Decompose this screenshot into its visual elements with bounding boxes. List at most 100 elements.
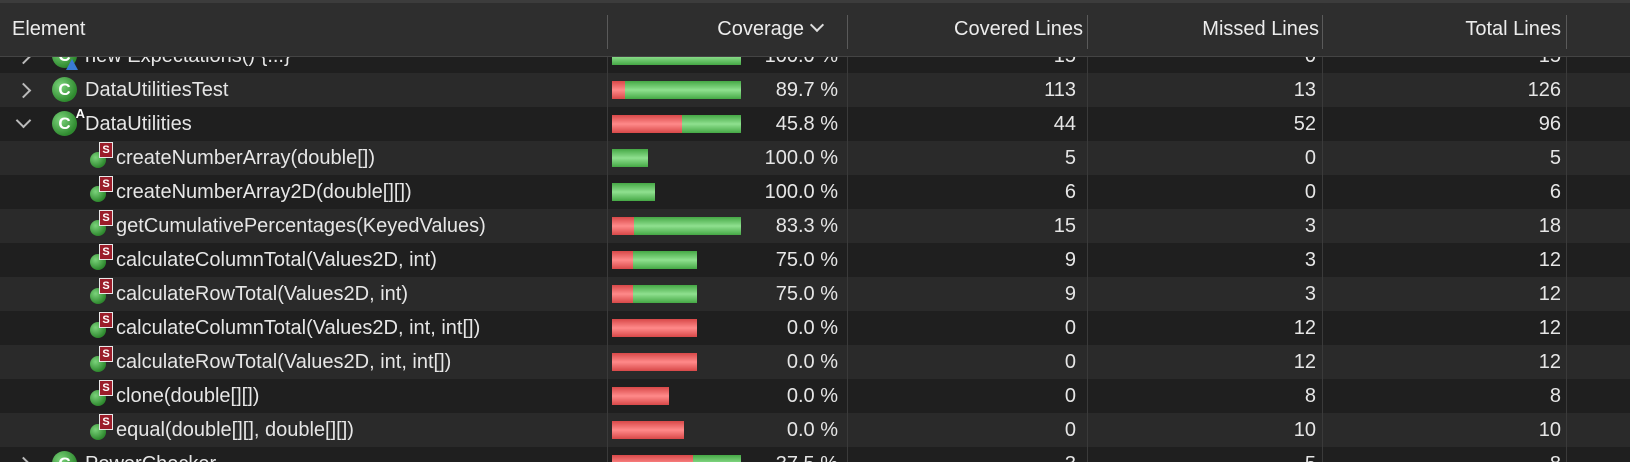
coverage-percent: 0.0 % bbox=[786, 351, 838, 373]
expand-chevron-icon[interactable] bbox=[15, 57, 32, 65]
column-resize-handle[interactable] bbox=[1087, 15, 1088, 49]
total-lines-value: 96 bbox=[1538, 113, 1561, 135]
static-badge-icon: S bbox=[99, 244, 113, 260]
column-divider bbox=[1087, 175, 1088, 209]
column-divider bbox=[1087, 379, 1088, 413]
table-row[interactable]: C PowerChecker 37.5 % 358 bbox=[0, 447, 1630, 462]
expand-chevron-icon[interactable] bbox=[15, 456, 32, 462]
total-lines-value: 12 bbox=[1538, 317, 1561, 339]
total-lines-value: 10 bbox=[1538, 419, 1561, 441]
column-header-total-lines[interactable]: Total Lines bbox=[1325, 3, 1561, 56]
collapse-chevron-icon[interactable] bbox=[15, 112, 32, 129]
anonymous-badge-icon bbox=[66, 59, 78, 70]
column-divider bbox=[1566, 209, 1567, 243]
element-name: PowerChecker bbox=[85, 447, 216, 462]
table-row[interactable]: Cnew Expectations() {...} 100.0 % 15 0 15 bbox=[0, 57, 1630, 73]
expand-chevron-icon[interactable] bbox=[15, 82, 32, 99]
public-method-icon: S bbox=[90, 176, 113, 202]
public-method-icon: S bbox=[90, 312, 113, 338]
column-divider bbox=[607, 107, 608, 141]
element-name: equal(double[][], double[][]) bbox=[116, 419, 354, 441]
element-name: DataUtilities bbox=[85, 113, 192, 135]
column-divider bbox=[607, 243, 608, 277]
table-row[interactable]: C A DataUtilities 45.8 % 44 52 96 bbox=[0, 107, 1630, 141]
column-divider bbox=[607, 73, 608, 107]
column-header-element-label: Element bbox=[12, 18, 86, 40]
coverage-bar-covered bbox=[612, 149, 648, 167]
coverage-percent: 75.0 % bbox=[775, 249, 838, 271]
column-header-missed-label: Missed Lines bbox=[1202, 18, 1319, 40]
element-name: DataUtilitiesTest bbox=[85, 79, 229, 101]
covered-lines-value: 9 bbox=[1064, 249, 1076, 271]
column-resize-handle[interactable] bbox=[847, 15, 848, 49]
class-icon: C bbox=[52, 451, 77, 462]
column-divider bbox=[1566, 73, 1567, 107]
coverage-bar bbox=[612, 421, 684, 439]
coverage-bar-covered bbox=[612, 57, 741, 65]
column-header-missed-lines[interactable]: Missed Lines bbox=[1090, 3, 1319, 56]
sort-descending-icon bbox=[809, 17, 825, 33]
column-divider bbox=[1087, 209, 1088, 243]
column-divider bbox=[607, 447, 608, 462]
column-resize-handle[interactable] bbox=[607, 15, 608, 49]
element-name: calculateColumnTotal(Values2D, int) bbox=[116, 249, 437, 271]
column-header-covered-lines[interactable]: Covered Lines bbox=[850, 3, 1083, 56]
coverage-bar bbox=[612, 455, 741, 462]
public-method-icon: S bbox=[90, 278, 113, 304]
element-name: createNumberArray2D(double[][]) bbox=[116, 181, 412, 203]
coverage-table-header: Element Coverage Covered Lines Missed Li… bbox=[0, 3, 1630, 57]
column-divider bbox=[1322, 57, 1323, 73]
column-divider bbox=[607, 345, 608, 379]
table-row[interactable]: C DataUtilitiesTest 89.7 % 113 13 126 bbox=[0, 73, 1630, 107]
element-name: calculateColumnTotal(Values2D, int, int[… bbox=[116, 317, 481, 339]
column-divider bbox=[1087, 413, 1088, 447]
column-header-coverage[interactable]: Coverage bbox=[610, 3, 825, 56]
column-header-element[interactable]: Element bbox=[12, 3, 85, 56]
covered-lines-value: 15 bbox=[1053, 215, 1076, 237]
covered-lines-value: 15 bbox=[850, 57, 1076, 73]
column-divider bbox=[847, 311, 848, 345]
coverage-bar-covered bbox=[693, 455, 741, 462]
coverage-percent: 100.0 % bbox=[745, 57, 838, 73]
total-lines-value: 8 bbox=[1325, 447, 1561, 462]
column-resize-handle[interactable] bbox=[1322, 15, 1323, 49]
column-divider bbox=[607, 311, 608, 345]
coverage-bar-missed bbox=[612, 81, 625, 99]
coverage-bar bbox=[612, 387, 669, 405]
column-divider bbox=[1087, 243, 1088, 277]
column-divider bbox=[1566, 57, 1567, 73]
column-divider bbox=[1322, 107, 1323, 141]
total-lines-value: 12 bbox=[1538, 249, 1561, 271]
column-divider bbox=[1566, 447, 1567, 462]
coverage-percent: 83.3 % bbox=[775, 215, 838, 237]
column-divider bbox=[847, 209, 848, 243]
coverage-bar-missed bbox=[612, 115, 682, 133]
element-name: createNumberArray(double[]) bbox=[116, 147, 375, 169]
coverage-bar bbox=[612, 81, 741, 99]
coverage-bar-covered bbox=[634, 217, 741, 235]
coverage-percent: 0.0 % bbox=[786, 385, 838, 407]
total-lines-value: 8 bbox=[1549, 385, 1561, 407]
column-divider bbox=[1566, 345, 1567, 379]
static-badge-icon: S bbox=[99, 176, 113, 192]
element-name: calculateRowTotal(Values2D, int) bbox=[116, 283, 408, 305]
column-header-coverage-label: Coverage bbox=[717, 18, 804, 40]
column-resize-handle[interactable] bbox=[1566, 15, 1567, 49]
column-divider bbox=[847, 243, 848, 277]
column-divider bbox=[1322, 73, 1323, 107]
coverage-bar-covered bbox=[612, 183, 655, 201]
column-divider bbox=[1087, 277, 1088, 311]
column-divider bbox=[847, 107, 848, 141]
column-divider bbox=[1566, 243, 1567, 277]
column-divider bbox=[847, 345, 848, 379]
